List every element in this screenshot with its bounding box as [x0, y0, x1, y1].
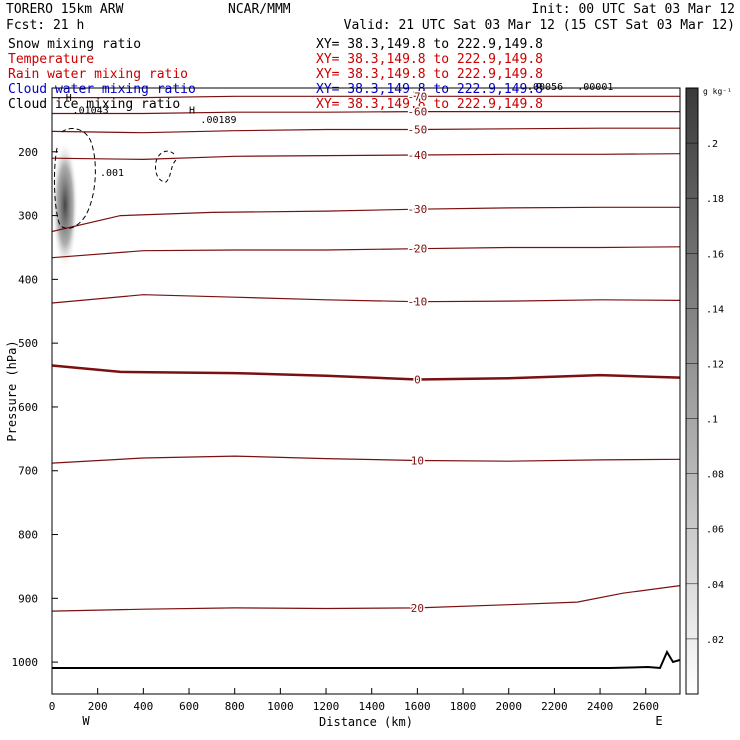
isotherm-line	[52, 246, 680, 259]
isotherm-line	[52, 95, 680, 99]
colorbar-label: .1	[706, 415, 718, 426]
x-tick-label: 1800	[450, 700, 477, 713]
x-tick-label: 1600	[404, 700, 431, 713]
contour-annotation: .01043	[73, 106, 109, 117]
y-tick-label: 800	[18, 529, 38, 542]
y-tick-label: 700	[18, 465, 38, 478]
colorbar-label: .06	[706, 525, 724, 536]
colorbar: g kg⁻¹ .02 .04 .06 .08 .1 .12 .14 .16 .18 .2	[685, 87, 732, 695]
isotherm-label: -40	[407, 149, 427, 162]
x-tick-label: 200	[88, 700, 108, 713]
colorbar-label: .16	[706, 249, 724, 260]
y-tick-label: 300	[18, 210, 38, 223]
isotherm-line	[52, 153, 680, 161]
snow-shading	[52, 140, 78, 270]
x-tick-label: 0	[49, 700, 56, 713]
isotherm-line	[52, 455, 680, 464]
colorbar-label: .2	[706, 139, 718, 150]
colorbar-label: .18	[706, 194, 724, 205]
plot-frame	[51, 87, 681, 695]
x-tick-label: 1400	[358, 700, 385, 713]
isotherm-line	[52, 206, 680, 233]
contour-annotation: .001	[100, 168, 124, 179]
colorbar-gradient	[685, 87, 699, 695]
x-tick-label: 600	[179, 700, 199, 713]
y-tick-label: 900	[18, 592, 38, 605]
x-tick-label: 1000	[267, 700, 294, 713]
y-axis: 200 300 400 500 600 700 800 900 1000	[12, 146, 58, 669]
x-tick-label: 2600	[632, 700, 659, 713]
colorbar-label: .14	[706, 304, 724, 315]
isotherm-label: 20	[411, 602, 424, 615]
x-tick-label: 800	[225, 700, 245, 713]
valid-time: Valid: 21 UTC Sat 03 Mar 12 (15 CST Sat …	[344, 18, 735, 33]
isotherm-label: -60	[407, 106, 427, 119]
field-legend: Snow mixing ratio XY= 38.3,149.8 to 222.9…	[8, 37, 543, 112]
x-axis-title: Distance (km)	[319, 715, 413, 729]
legend-field-name: Snow mixing ratio	[8, 37, 141, 52]
model-title: TORERO 15km ARW	[6, 2, 124, 17]
east-label: E	[655, 714, 662, 728]
isotherm-label: -30	[407, 203, 427, 216]
x-tick-label: 1200	[313, 700, 340, 713]
legend-field-xy: XY= 38.3,149.8 to 222.9,149.8	[316, 37, 543, 52]
x-tick-label: 2200	[541, 700, 568, 713]
colorbar-label: .08	[706, 470, 724, 481]
y-tick-label: 200	[18, 146, 38, 159]
header: TORERO 15km ARW NCAR/MMM Init: 00 UTC Sa…	[6, 2, 735, 33]
temperature-isotherms: -70 -60 -50 -40 -30 -20 -10 0 10 20	[52, 89, 680, 616]
legend-field-xy: XY= 38.3,149.8 to 222.9,149.8	[316, 82, 543, 97]
legend-field-xy: XY= 38.3,149.8 to 222.9,149.8	[316, 67, 543, 82]
y-tick-label: 600	[18, 401, 38, 414]
contour-annotation: .00056	[527, 82, 563, 93]
isotherm-line	[52, 294, 680, 304]
init-time: Init: 00 UTC Sat 03 Mar 12	[532, 2, 736, 17]
isotherm-line	[52, 585, 680, 612]
forecast-hour: Fcst: 21 h	[6, 18, 84, 33]
isotherm-label: -70	[407, 90, 427, 103]
colorbar-unit: g kg⁻¹	[703, 87, 732, 96]
isotherm-label: -10	[407, 296, 427, 309]
colorbar-label: .12	[706, 359, 724, 370]
legend-field-name: Temperature	[8, 52, 94, 67]
y-tick-label: 400	[18, 273, 38, 286]
x-tick-label: 400	[133, 700, 153, 713]
colorbar-label: .04	[706, 580, 724, 591]
contour-annotation: H	[66, 93, 72, 104]
legend-field-name: Rain water mixing ratio	[8, 67, 188, 82]
isotherm-line	[52, 364, 680, 381]
x-tick-label: 2400	[587, 700, 614, 713]
cloud-ice-contour-left	[53, 128, 96, 229]
terrain-line	[52, 649, 680, 670]
legend-field-xy: XY= 38.3,149.8 to 222.9,149.8	[316, 97, 543, 112]
contour-annotation: .00001	[577, 82, 613, 93]
x-axis: 0 200 400 600 800 1000 1200 1400 1600 1800 2000 220…	[49, 688, 659, 713]
isotherm-label: 0	[414, 374, 421, 387]
center-title: NCAR/MMM	[228, 2, 291, 17]
contour-annotation: .00189	[200, 115, 236, 126]
x-tick-label: 2000	[495, 700, 522, 713]
y-tick-label: 1000	[12, 656, 39, 669]
west-label: W	[82, 714, 90, 728]
cloud-ice-contour-right	[155, 150, 177, 183]
legend-field-name: Cloud water mixing ratio	[8, 82, 196, 97]
legend-field-name: Cloud ice mixing ratio	[8, 97, 180, 112]
y-axis-title: Pressure (hPa)	[5, 340, 19, 441]
isotherm-line	[52, 127, 680, 134]
legend-field-xy: XY= 38.3,149.8 to 222.9,149.8	[316, 52, 543, 67]
isotherm-label: 10	[411, 455, 424, 468]
colorbar-label: .02	[706, 635, 724, 646]
isotherm-line	[52, 111, 680, 115]
y-tick-label: 500	[18, 337, 38, 350]
isotherm-label: -50	[407, 123, 427, 136]
contour-annotation: H	[189, 106, 195, 117]
isotherm-label: -20	[407, 243, 427, 256]
